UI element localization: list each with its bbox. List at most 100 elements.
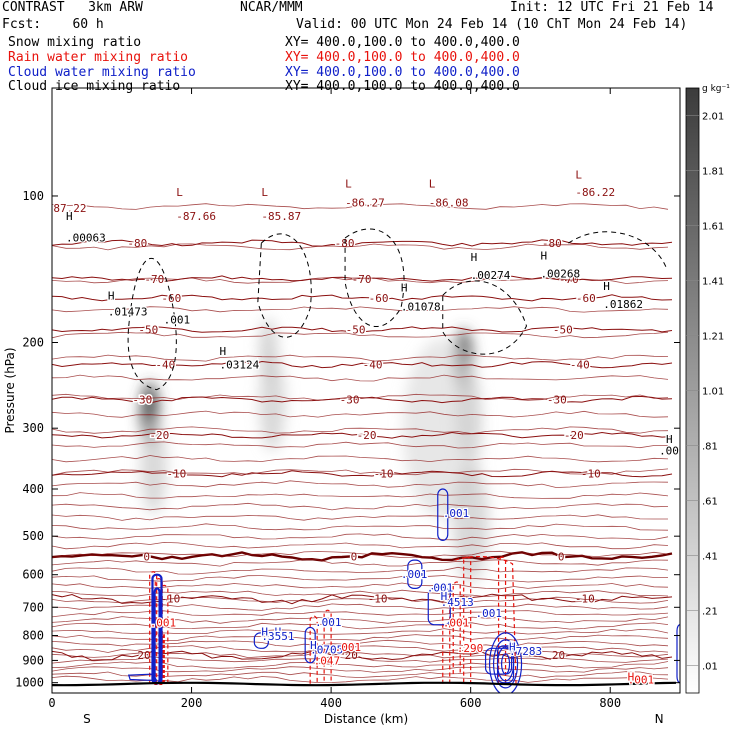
rain-contour xyxy=(154,578,163,684)
ice-contour xyxy=(344,228,405,328)
ice-contour xyxy=(127,258,177,391)
rain-contour xyxy=(452,581,461,675)
isotherm xyxy=(52,514,668,521)
isotherm xyxy=(52,492,669,499)
isotherm xyxy=(52,331,669,339)
extremum-label: L xyxy=(575,168,582,181)
extremum-label: -86.08 xyxy=(429,196,469,209)
extremum-label: .001 xyxy=(315,616,342,629)
colorbar-tick-label: .01 xyxy=(702,662,718,673)
rain-contour xyxy=(455,555,517,684)
isotherm xyxy=(52,470,673,478)
isotherm-label: 0 xyxy=(558,550,565,563)
extremum-label: 87.22 xyxy=(53,202,86,215)
colorbar-tick-label: 1.41 xyxy=(702,277,724,288)
extremum-label: H H xyxy=(261,626,281,639)
extremum-label: .01473 xyxy=(108,305,148,318)
isotherm xyxy=(52,616,669,624)
extremum-label: .001 xyxy=(427,582,454,595)
extremum-label: .4513 xyxy=(441,596,474,609)
field-xy-cloud-ice: XY= 400.0,100.0 to 400.0,400.0 xyxy=(285,79,520,94)
extremum-label: H xyxy=(666,433,673,446)
isotherm-label: -60 xyxy=(576,292,596,305)
isotherm xyxy=(52,203,669,210)
x-endpoint-south: S xyxy=(83,712,91,726)
cloud-water-contour xyxy=(304,626,316,664)
colorbar-tick-label: 1.01 xyxy=(702,387,724,398)
extremum-label: .001 xyxy=(628,673,655,686)
field-xy-snow: XY= 400.0,100.0 to 400.0,400.0 xyxy=(285,35,520,50)
extremum-label: .00268 xyxy=(540,267,580,280)
extremum-label: .001 xyxy=(401,568,428,581)
colorbar-tick-label: 2.01 xyxy=(702,112,724,123)
cloud-water-contour xyxy=(496,646,515,682)
y-axis: 1002003004005006007008009001000Pressure … xyxy=(3,189,680,690)
isotherm-label: -70 xyxy=(352,273,372,286)
isotherm-label: -80 xyxy=(542,237,562,250)
ice-contour xyxy=(568,231,667,268)
temperature-contours: -80 -80 -80-70 -70 -70-60 -60 -60-50 -50 -50-40-… xyxy=(52,203,673,684)
extremum-label: .001 xyxy=(443,507,470,520)
extremum-label: .001 xyxy=(164,314,191,327)
isotherm xyxy=(52,480,669,488)
isotherm xyxy=(52,666,669,673)
y-tick-label: 900 xyxy=(22,653,44,667)
rain-contours xyxy=(149,555,517,685)
y-tick-label: 600 xyxy=(22,568,44,582)
isotherm-label: -10 xyxy=(374,468,394,481)
colorbar-tick-label: .61 xyxy=(702,497,718,508)
cloud-water-contour xyxy=(407,559,423,589)
extremum-labels: 87.22 L -87.66 L -85.87 L -86.27 L -86.08 L -86.22… xyxy=(52,167,680,687)
plot-frame xyxy=(51,87,681,694)
colorbar-tick-label: 1.21 xyxy=(702,332,724,343)
isotherm-label: -30 xyxy=(340,394,360,407)
isotherm xyxy=(52,243,669,251)
isotherm xyxy=(52,354,669,362)
snow-plume xyxy=(452,463,489,584)
isotherm xyxy=(52,582,669,590)
isotherm-label: -70 xyxy=(559,273,579,286)
isotherm xyxy=(52,410,669,418)
ice-contour xyxy=(257,233,312,338)
extremum-label: H xyxy=(628,670,635,683)
y-tick-label: 1000 xyxy=(15,676,44,690)
extremum-label: H xyxy=(509,640,516,653)
cloud-water-contour xyxy=(437,488,449,541)
isotherm xyxy=(52,628,669,635)
extremum-label: -87.66 xyxy=(176,210,216,223)
cloud-water-contour xyxy=(127,673,158,682)
isotherm xyxy=(52,559,669,567)
isotherm xyxy=(52,634,669,641)
isotherm xyxy=(52,393,669,401)
x-endpoint-north: N xyxy=(655,712,664,726)
extremum-label: .001 xyxy=(443,616,470,629)
isotherm xyxy=(52,455,669,463)
isotherm xyxy=(52,426,669,435)
isotherm-label: -80 xyxy=(127,237,147,250)
plot-area: -80 -80 -80-70 -70 -70-60 -60 -60-50 -50 -50-40-… xyxy=(52,167,680,693)
rain-contour xyxy=(149,571,158,684)
extremum-label: -86.27 xyxy=(345,196,385,209)
extremum-label: .001 xyxy=(150,616,177,629)
isotherm xyxy=(52,675,669,684)
rain-contour xyxy=(442,584,451,684)
extremum-label: H xyxy=(471,251,478,264)
y-tick-label: 400 xyxy=(22,482,44,496)
extremum-label: .01078 xyxy=(401,301,441,314)
snow-shading xyxy=(140,318,489,584)
isotherm-label: -30 xyxy=(547,394,567,407)
extremum-label: H xyxy=(219,345,226,358)
isotherm xyxy=(52,661,669,669)
isotherm xyxy=(52,566,669,575)
field-name-snow: Snow mixing ratio xyxy=(8,35,142,50)
rain-contour xyxy=(463,556,472,683)
colorbar-tick-label: 1.81 xyxy=(702,167,724,178)
extremum-label: H xyxy=(310,639,317,652)
x-tick-label: 400 xyxy=(320,696,342,710)
field-name-cloud-ice: Cloud ice mixing ratio xyxy=(8,79,181,94)
extremum-label: H xyxy=(540,249,547,262)
colorbar-unit: g kg⁻¹ xyxy=(702,84,730,94)
x-tick-label: 200 xyxy=(181,696,203,710)
